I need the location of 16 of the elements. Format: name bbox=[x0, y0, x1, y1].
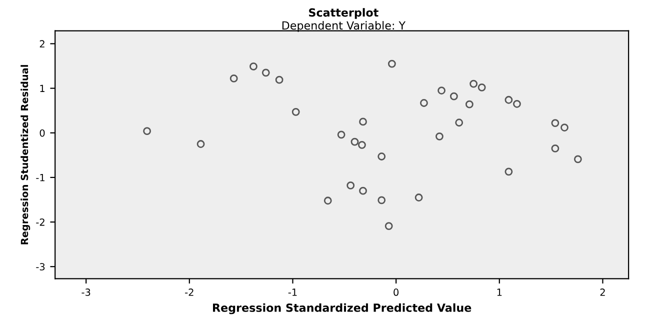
y-tick-label: 1 bbox=[40, 84, 44, 92]
y-tick-label: -3 bbox=[36, 263, 45, 270]
y-tick-label: -1 bbox=[36, 174, 44, 182]
x-tick-label: -1 bbox=[288, 288, 297, 296]
chart-subtitle: Dependent Variable: Y bbox=[282, 21, 406, 32]
chart-title: Scatterplot bbox=[309, 8, 378, 19]
y-tick-label: 2 bbox=[40, 40, 44, 48]
x-axis-title: Regression Standardized Predicted Value bbox=[213, 303, 472, 314]
x-tick-label: 0 bbox=[394, 288, 399, 296]
x-tick-label: 1 bbox=[497, 288, 502, 296]
y-tick-label: 0 bbox=[40, 129, 45, 137]
x-tick-label: 2 bbox=[600, 288, 605, 296]
x-tick-label: -2 bbox=[185, 288, 194, 296]
y-axis-title: Regression Studentized Residual bbox=[20, 65, 30, 244]
y-tick-label: -2 bbox=[36, 218, 44, 226]
x-tick-label: -3 bbox=[82, 288, 90, 296]
